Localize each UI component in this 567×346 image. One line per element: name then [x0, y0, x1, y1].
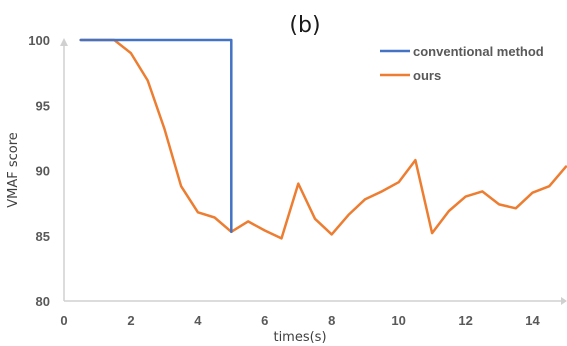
x-tick-label: 8 — [328, 313, 335, 328]
x-tick-label: 12 — [458, 313, 472, 328]
y-axis-arrow — [60, 38, 68, 46]
series-layer — [79, 38, 567, 240]
x-tick-label: 4 — [194, 313, 202, 328]
legend-label: conventional method — [413, 44, 544, 59]
x-tick-label: 10 — [391, 313, 405, 328]
axes — [60, 38, 567, 305]
y-tick-label: 85 — [36, 229, 50, 244]
y-ticks: 80 85 90 95 100 — [28, 33, 50, 309]
series-line-ours — [79, 38, 567, 240]
legend: conventional method ours — [380, 44, 544, 83]
x-tick-label: 6 — [261, 313, 268, 328]
y-tick-label: 100 — [28, 33, 50, 48]
x-axis-label: times(s) — [273, 330, 326, 345]
x-axis-arrow — [561, 297, 567, 305]
x-tick-label: 14 — [525, 313, 540, 328]
legend-label: ours — [413, 68, 441, 83]
y-axis-label: VMAF score — [6, 132, 21, 208]
x-tick-label: 2 — [127, 313, 134, 328]
chart-title: (b) — [289, 13, 320, 38]
series-line-conventional-method — [79, 38, 233, 234]
x-tick-label: 0 — [60, 313, 67, 328]
x-ticks: 0 2 4 6 8 10 12 14 — [60, 313, 540, 328]
y-tick-label: 90 — [36, 164, 50, 179]
y-tick-label: 80 — [36, 294, 50, 309]
y-tick-label: 95 — [36, 98, 50, 113]
